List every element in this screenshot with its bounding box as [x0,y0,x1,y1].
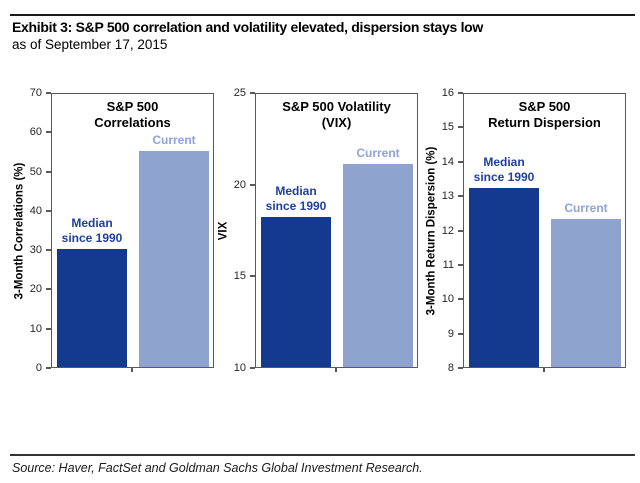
y-tick-scale: 0 10 20 30 40 50 60 70 [0,87,214,388]
y-tick-label: 30 [29,244,42,257]
header-rule [10,14,635,16]
chart-title-line: S&P 500 [106,99,159,114]
y-tick-label: 25 [233,87,246,99]
y-tick-label: 13 [441,190,454,203]
y-tick-mark [250,183,255,186]
y-tick-label: 10 [29,322,42,335]
x-axis-tick [130,368,133,372]
y-tick-mark [250,92,255,94]
y-tick-label: 20 [233,178,246,191]
y-tick-label: 10 [233,362,246,374]
y-tick-mark [458,195,463,198]
chart-title-line: Return Dispersion [488,115,601,130]
bar-label-median: Median since 1990 [444,155,564,185]
y-tick-mark [46,131,51,134]
y-tick-label: 15 [233,270,246,283]
y-tick-label: 12 [441,224,454,237]
bar-label-line: since 1990 [473,170,535,185]
bar-median-since-1990 [469,188,539,367]
bar-label-line: Median [483,155,525,170]
chart-title-line: (VIX) [321,115,352,130]
x-axis-tick [542,368,545,372]
x-axis-tick [334,368,337,372]
plot-area: S&P 500 Correlations Median since 1990 C… [51,93,214,368]
source-text: Source: Haver, FactSet and Goldman Sachs… [12,461,423,475]
bar-label-current: Current [152,132,196,147]
chart-title-line: S&P 500 Volatility [282,99,391,114]
y-tick-mark [458,263,463,266]
bar-median-since-1990 [57,249,127,367]
y-tick-mark [250,275,255,278]
y-tick-label: 70 [29,87,42,99]
y-tick-label: 50 [29,165,42,178]
chart-panel-correlations: 3-Month Correlations (%) 0 10 20 30 40 50 60 70… [0,87,214,388]
bar-median-since-1990 [261,216,331,367]
y-tick-label: 0 [35,362,42,374]
bar-label-current: Current [564,201,608,216]
y-tick-mark [250,367,255,369]
y-tick-label: 9 [447,327,454,340]
footer-rule [10,454,635,456]
bar-label-median: Median since 1990 [236,184,356,214]
y-tick-label: 20 [29,283,42,296]
y-tick-mark [458,332,463,335]
bar-label-line: Median [275,183,317,198]
y-tick-mark [458,367,463,369]
chart-title-line: S&P 500 [518,99,571,114]
bar-label-line: Median [71,216,113,231]
exhibit-subtitle: as of September 17, 2015 [12,37,168,52]
y-tick-label: 60 [29,126,42,139]
y-tick-scale: 8 9 10 11 12 13 14 15 16 [412,87,626,388]
chart-title: S&P 500 Correlations [52,99,213,131]
y-tick-mark [458,126,463,129]
y-tick-label: 40 [29,204,42,217]
y-tick-label: 14 [441,155,454,168]
y-tick-mark [458,229,463,232]
y-tick-scale: 10 15 20 25 [204,87,418,388]
plot-area: S&P 500 Volatility (VIX) Median since 19… [255,93,418,368]
bar-label-current: Current [356,145,400,160]
bar-current [139,150,209,367]
bar-label-line: since 1990 [265,198,327,213]
y-tick-mark [458,160,463,163]
bar-current [551,219,621,367]
y-tick-mark [46,288,51,291]
y-tick-label: 8 [447,362,454,374]
y-tick-mark [46,367,51,369]
y-tick-mark [46,327,51,330]
exhibit-title: Exhibit 3: S&P 500 correlation and volat… [12,19,483,35]
y-tick-label: 16 [441,87,454,99]
y-tick-mark [46,170,51,173]
y-tick-label: 15 [441,121,454,134]
chart-title: S&P 500 Return Dispersion [464,99,625,131]
y-tick-mark [46,209,51,212]
y-tick-label: 11 [442,258,454,271]
chart-panel-vix: VIX 10 15 20 25 S&P 500 Volatility (VIX) Me… [204,87,418,388]
y-tick-mark [458,298,463,301]
y-tick-mark [458,92,463,94]
bar-label-line: since 1990 [61,231,123,246]
plot-area: S&P 500 Return Dispersion Median since 1… [463,93,626,368]
y-tick-mark [46,92,51,94]
bar-current [343,163,413,367]
y-tick-mark [46,249,51,252]
chart-title: S&P 500 Volatility (VIX) [256,99,417,131]
chart-panel-dispersion: 3-Month Return Dispersion (%) 8 9 10 11 12 13… [412,87,626,388]
chart-title-line: Correlations [94,115,171,130]
bar-label-median: Median since 1990 [32,216,152,246]
y-tick-label: 10 [441,293,454,306]
